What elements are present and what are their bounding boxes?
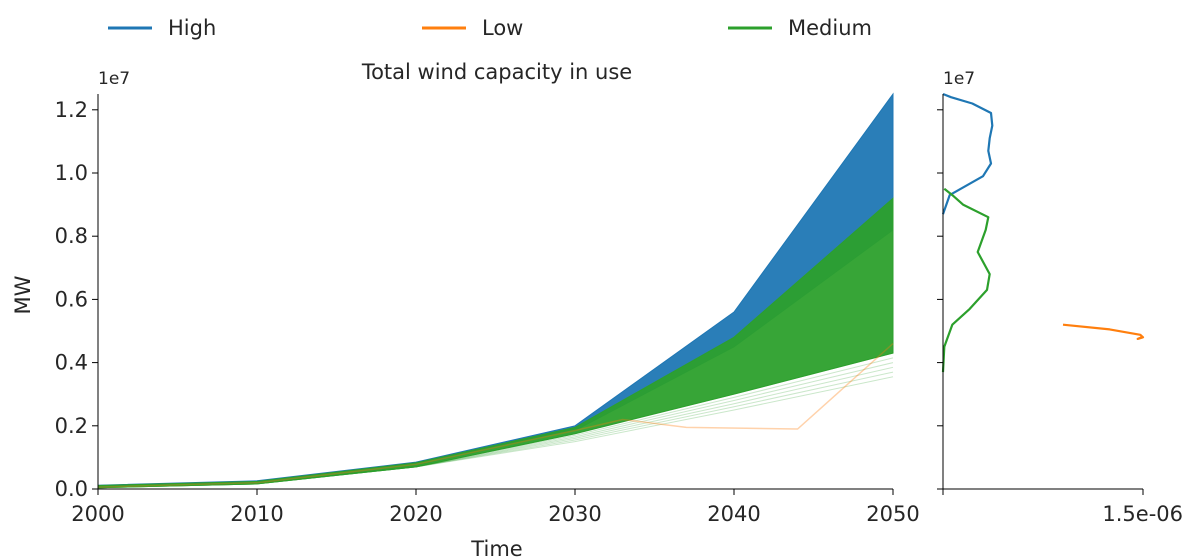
- series-line-medium-tail: [97, 366, 894, 489]
- x-tick-label: 2020: [389, 502, 442, 526]
- y-tick-label: 1.0: [55, 161, 88, 185]
- side-y-offset-label: 1e7: [943, 69, 975, 89]
- y-tick-label: 0.4: [55, 351, 88, 375]
- legend: High Low Medium: [108, 16, 872, 40]
- main-axes: 2000 2010 2020 2030 2040 2050 0.0 0.2 0.4 0.6 0.8 1…: [55, 94, 920, 526]
- x-tick-label: 2050: [866, 502, 919, 526]
- x-axis-label: Time: [470, 537, 522, 560]
- series-line-low: [97, 343, 894, 488]
- y-tick-label: 1.2: [55, 98, 88, 122]
- y-tick-label: 0.8: [55, 224, 88, 248]
- y-axis-label: MW: [11, 275, 35, 314]
- side-axes: 1.5e-06: [937, 94, 1183, 526]
- side-chart: 1e7 1.5e-06: [937, 69, 1183, 526]
- x-tick-label: 2010: [230, 502, 283, 526]
- main-y-offset-label: 1e7: [98, 69, 130, 89]
- series-band-medium: [97, 197, 894, 489]
- series-line-medium-tail: [97, 357, 894, 489]
- series-line-medium-tail: [97, 352, 894, 489]
- y-tick-label: 0.0: [55, 477, 88, 501]
- y-tick-label: 0.2: [55, 414, 88, 438]
- y-tick-label: 0.6: [55, 287, 88, 311]
- series-line-medium-tail: [97, 371, 894, 489]
- main-series-layer: [97, 92, 894, 489]
- legend-label-high: High: [168, 16, 216, 40]
- density-line-low: [1062, 323, 1145, 340]
- x-tick-label: 2000: [71, 502, 124, 526]
- series-line-medium-tail: [97, 362, 894, 489]
- side-series-layer: [941, 92, 1145, 373]
- density-line-medium: [941, 187, 991, 373]
- chart-title: Total wind capacity in use: [361, 60, 632, 84]
- legend-label-medium: Medium: [788, 16, 872, 40]
- density-line-high: [941, 92, 994, 215]
- x-tick-label: 2030: [548, 502, 601, 526]
- x-tick-label: 2040: [707, 502, 760, 526]
- side-x-tick-label: 1.5e-06: [1102, 502, 1183, 526]
- main-chart: Total wind capacity in use 1e7 MW Time 2…: [11, 60, 920, 560]
- legend-label-low: Low: [482, 16, 523, 40]
- series-line-medium-tail: [97, 376, 894, 489]
